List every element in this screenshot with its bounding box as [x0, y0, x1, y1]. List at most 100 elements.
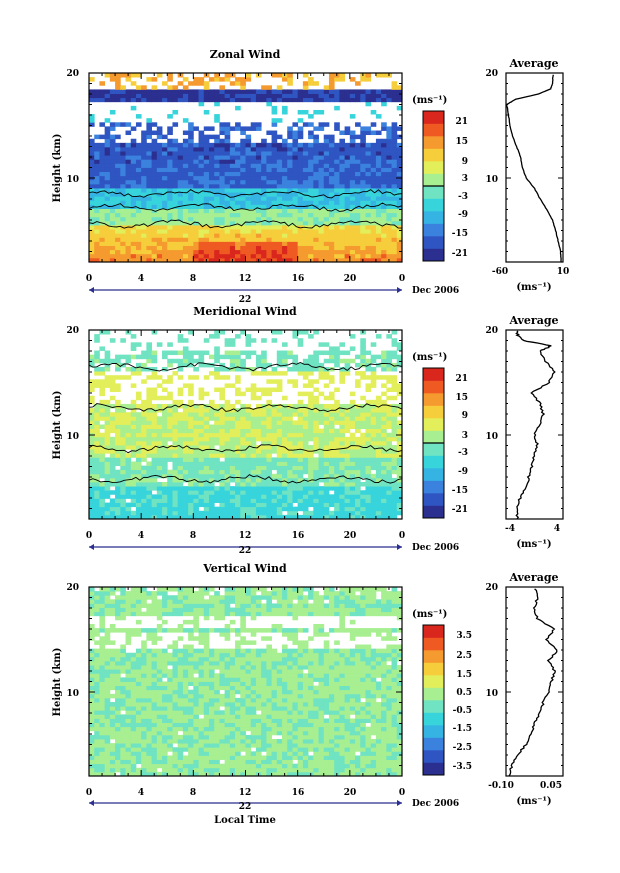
- heatmap-cell: [349, 130, 356, 136]
- heatmap-cell: [302, 457, 309, 462]
- heatmap-cell: [297, 229, 304, 234]
- heatmap-cell: [229, 354, 236, 360]
- heatmap-cell: [104, 163, 111, 168]
- heatmap-cell: [198, 192, 205, 197]
- heatmap-cell: [360, 502, 366, 508]
- heatmap-cell: [235, 469, 241, 475]
- heatmap-cell: [115, 383, 121, 388]
- heatmap-cell: [198, 494, 205, 499]
- heatmap-cell: [208, 167, 215, 173]
- heatmap-cell: [188, 477, 194, 483]
- heatmap-cell: [235, 126, 241, 131]
- heatmap-cell: [130, 249, 137, 255]
- heatmap-cell: [198, 482, 205, 487]
- heatmap-cell: [334, 179, 340, 185]
- heatmap-cell: [302, 216, 309, 222]
- heatmap-cell: [255, 428, 262, 434]
- heatmap-cell: [151, 436, 158, 442]
- heatmap-cell: [370, 449, 377, 454]
- heatmap-cell: [255, 229, 262, 234]
- heatmap-cell: [141, 175, 147, 181]
- heatmap-cell: [349, 424, 356, 430]
- heatmap-cell: [318, 212, 325, 218]
- heatmap-cell: [308, 498, 314, 503]
- heatmap-cell: [167, 229, 173, 234]
- heatmap-cell: [167, 395, 173, 401]
- heatmap-cell: [151, 163, 158, 168]
- heatmap-cell: [250, 225, 257, 230]
- heatmap-cell: [308, 763, 314, 769]
- heatmap-cell: [172, 151, 179, 156]
- heatmap-cell: [151, 420, 158, 425]
- heatmap-cell: [224, 482, 231, 487]
- heatmap-cell: [146, 403, 152, 409]
- heatmap-cell: [235, 257, 241, 262]
- heatmap-cell: [120, 159, 126, 164]
- heatmap-cell: [271, 146, 278, 152]
- heatmap-cell: [240, 225, 246, 230]
- heatmap-cell: [245, 204, 252, 209]
- heatmap-cell: [125, 424, 132, 430]
- heatmap-cell: [360, 155, 366, 160]
- heatmap-cell: [328, 449, 335, 454]
- heatmap-cell: [156, 233, 163, 238]
- heatmap-cell: [167, 188, 173, 193]
- heatmap-cell: [188, 192, 194, 197]
- heatmap-cell: [381, 167, 387, 173]
- heatmap-cell: [162, 249, 168, 255]
- heatmap-cell: [109, 477, 116, 483]
- heatmap-cell: [328, 237, 335, 242]
- heatmap-cell: [188, 233, 194, 238]
- heatmap-cell: [146, 436, 152, 442]
- heatmap-cell: [323, 510, 330, 516]
- heatmap-cell: [381, 146, 387, 152]
- heatmap-cell: [130, 751, 137, 756]
- heatmap-cell: [94, 771, 100, 776]
- heatmap-cell: [188, 751, 194, 756]
- heatmap-cell: [282, 138, 288, 144]
- heatmap-cell: [162, 237, 168, 242]
- heatmap-cell: [328, 229, 335, 234]
- heatmap-cell: [266, 257, 272, 262]
- heatmap-cell: [292, 155, 299, 160]
- heatmap-cell: [355, 767, 361, 773]
- zero-contours: [88, 189, 403, 229]
- heatmap-cell: [224, 130, 231, 136]
- heatmap-cell: [162, 763, 168, 769]
- heatmap-cell: [302, 196, 309, 201]
- heatmap-cell: [130, 208, 137, 214]
- colorbar-segment: [423, 111, 444, 124]
- heatmap-cell: [349, 175, 356, 181]
- heatmap-cell: [261, 146, 267, 152]
- heatmap-cell: [104, 257, 111, 262]
- heatmap-cell: [261, 192, 267, 197]
- heatmap-cell: [120, 237, 126, 242]
- heatmap-cell: [151, 229, 158, 234]
- heatmap-cell: [120, 171, 126, 177]
- heatmap-cell: [308, 93, 314, 99]
- heatmap-cell: [235, 428, 241, 434]
- heatmap-cell: [355, 473, 361, 479]
- heatmap-cell: [146, 225, 152, 230]
- heatmap-cell: [172, 138, 179, 144]
- heatmap-cell: [245, 249, 252, 255]
- heatmap-cell: [156, 510, 163, 516]
- heatmap-cell: [198, 208, 205, 214]
- heatmap-cell: [104, 465, 111, 471]
- heatmap-cell: [370, 498, 377, 503]
- heatmap-cell: [255, 469, 262, 475]
- heatmap-cell: [229, 208, 236, 214]
- heatmap-cell: [318, 391, 325, 397]
- heatmap-cell: [375, 229, 382, 234]
- heatmap-cell: [271, 253, 278, 259]
- heatmap-cell: [276, 461, 283, 466]
- heatmap-cell: [135, 146, 142, 152]
- heatmap-cell: [162, 208, 168, 214]
- heatmap-cell: [250, 249, 257, 255]
- heatmap-cell: [235, 420, 241, 425]
- heatmap-cell: [318, 171, 325, 177]
- heatmap-cell: [255, 93, 262, 99]
- heatmap-cell: [381, 97, 387, 103]
- heatmap-cell: [318, 490, 325, 495]
- heatmap-cell: [308, 457, 314, 462]
